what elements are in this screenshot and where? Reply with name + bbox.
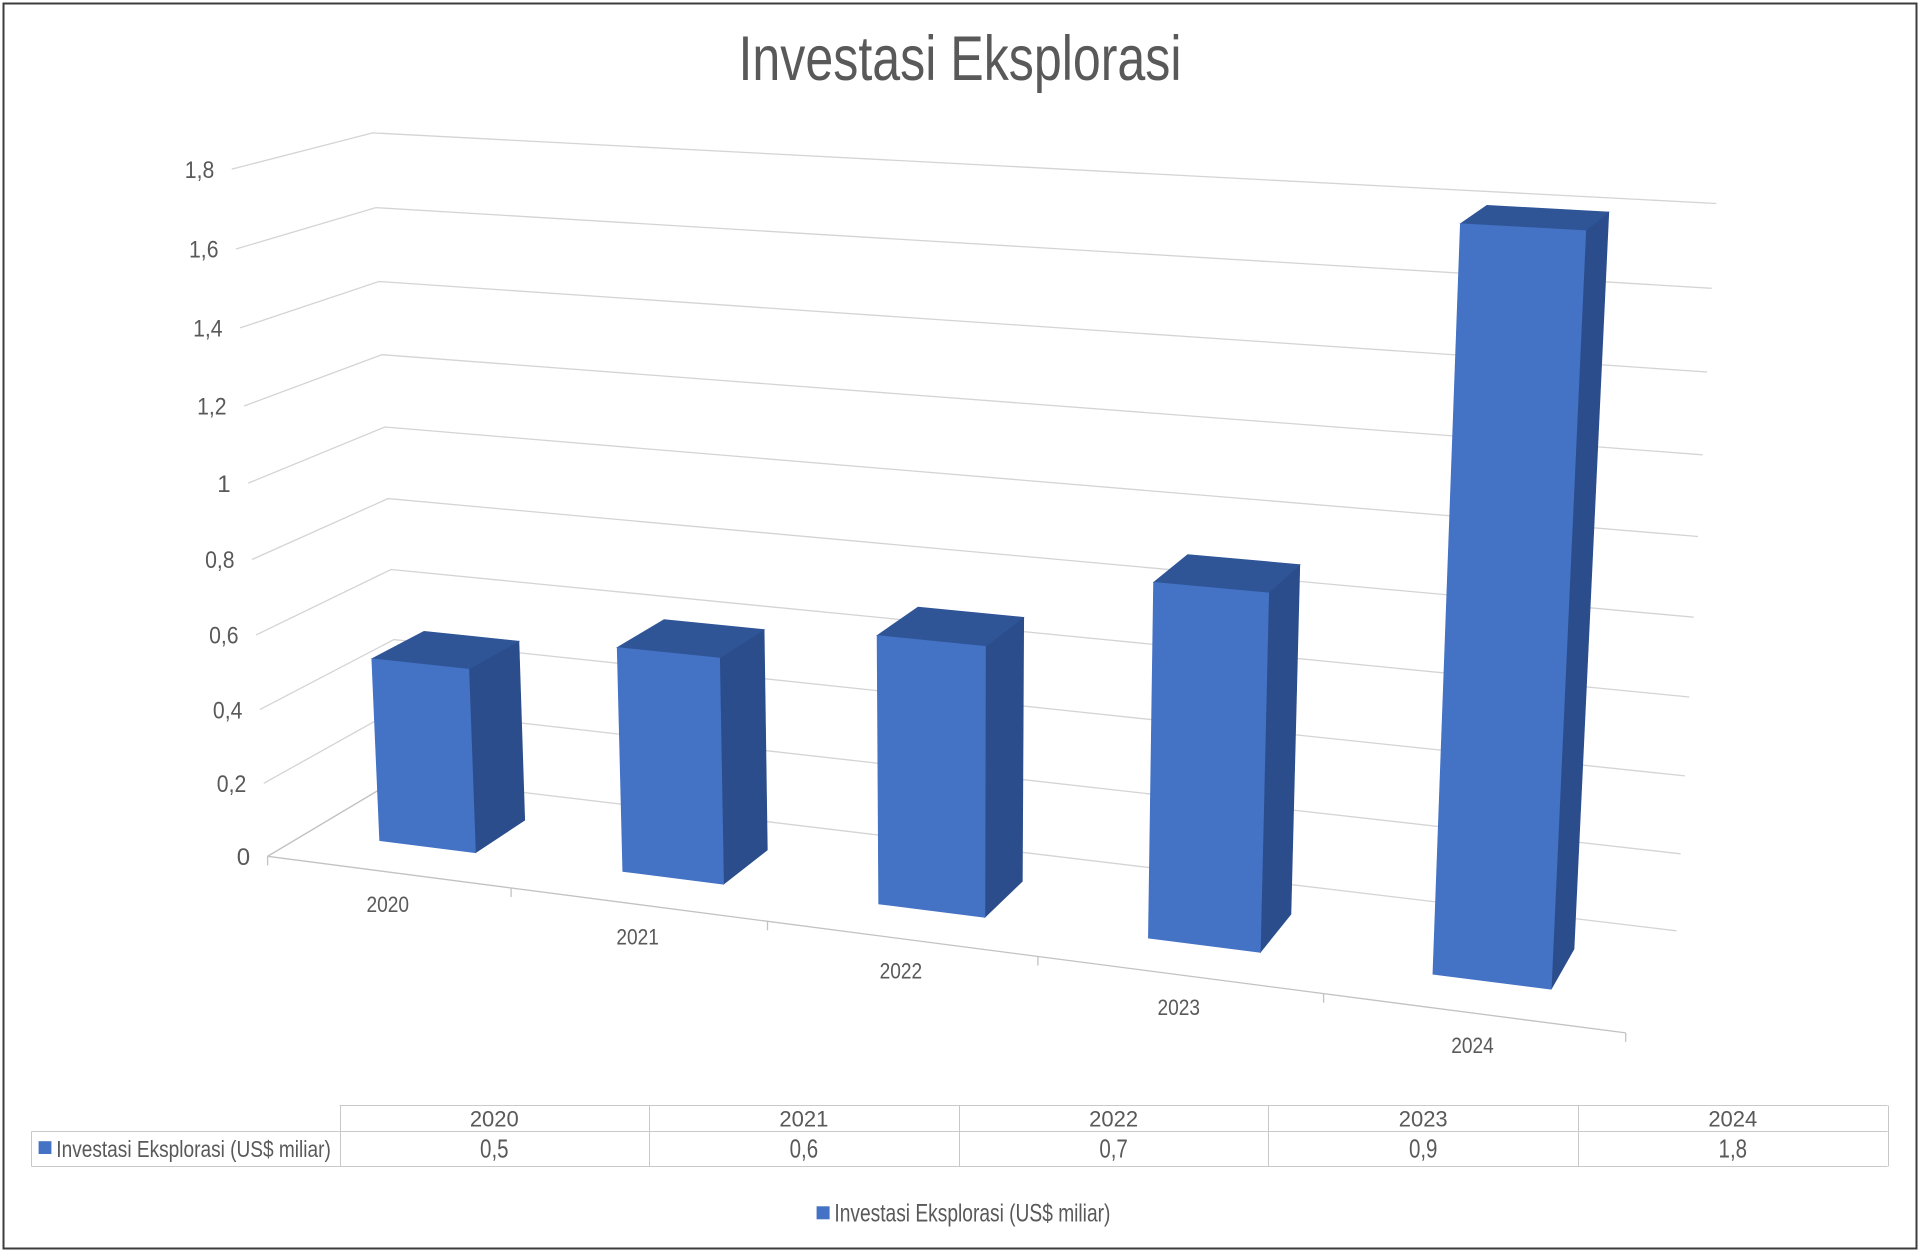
svg-text:1,8: 1,8 bbox=[185, 157, 215, 184]
svg-text:0: 0 bbox=[237, 844, 250, 871]
svg-text:0,9: 0,9 bbox=[1409, 1133, 1438, 1163]
svg-text:2022: 2022 bbox=[1089, 1107, 1138, 1132]
svg-text:1: 1 bbox=[217, 471, 230, 498]
svg-text:2021: 2021 bbox=[779, 1107, 828, 1132]
svg-text:2023: 2023 bbox=[1399, 1107, 1448, 1132]
svg-text:0,2: 0,2 bbox=[217, 771, 247, 798]
svg-text:2022: 2022 bbox=[880, 959, 923, 984]
svg-text:Investasi Eksplorasi (US$ mili: Investasi Eksplorasi (US$ miliar) bbox=[56, 1136, 331, 1162]
svg-text:1,8: 1,8 bbox=[1719, 1133, 1748, 1163]
svg-text:2023: 2023 bbox=[1158, 995, 1201, 1020]
svg-text:2020: 2020 bbox=[470, 1107, 519, 1132]
svg-text:0,8: 0,8 bbox=[205, 547, 235, 574]
svg-text:Investasi Eksplorasi (US$ mili: Investasi Eksplorasi (US$ miliar) bbox=[834, 1200, 1110, 1228]
svg-text:2024: 2024 bbox=[1451, 1033, 1494, 1058]
svg-text:Investasi Eksplorasi: Investasi Eksplorasi bbox=[739, 24, 1182, 94]
svg-text:0,7: 0,7 bbox=[1099, 1133, 1128, 1163]
svg-text:0,4: 0,4 bbox=[213, 697, 243, 724]
svg-text:2024: 2024 bbox=[1708, 1107, 1757, 1132]
svg-text:2020: 2020 bbox=[367, 892, 410, 917]
svg-text:0,5: 0,5 bbox=[480, 1133, 509, 1163]
svg-text:0,6: 0,6 bbox=[209, 623, 239, 650]
svg-text:0,6: 0,6 bbox=[790, 1133, 819, 1163]
svg-text:1,4: 1,4 bbox=[193, 316, 223, 343]
svg-text:1,2: 1,2 bbox=[197, 394, 227, 421]
svg-text:1,6: 1,6 bbox=[189, 237, 219, 264]
svg-text:2021: 2021 bbox=[616, 925, 659, 950]
